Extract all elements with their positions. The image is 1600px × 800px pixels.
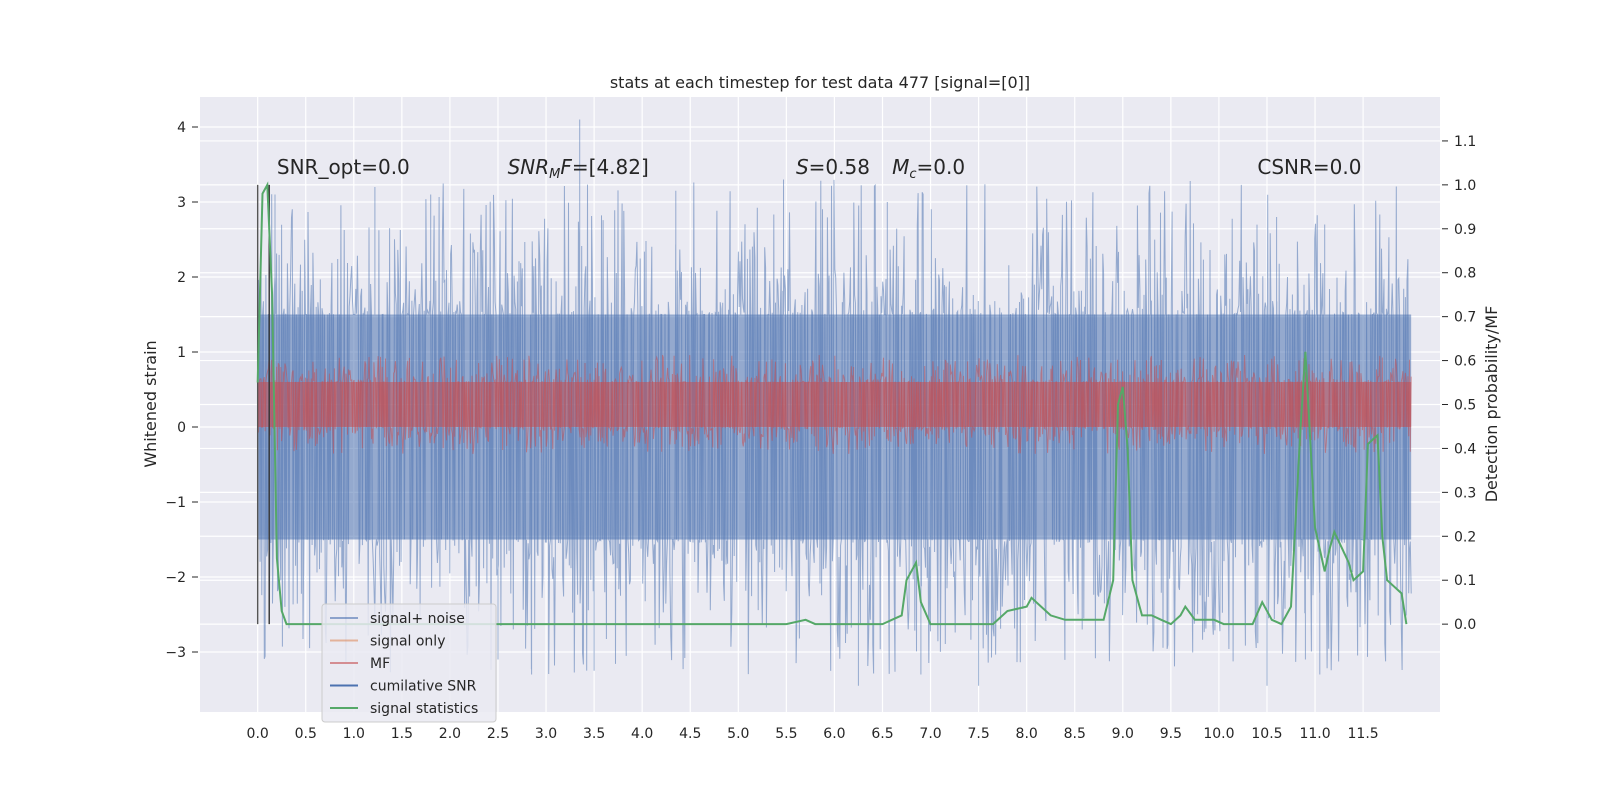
x-tick-label: 11.5 <box>1348 726 1379 742</box>
x-tick-label: 0.5 <box>295 726 317 742</box>
x-tick-label: 4.0 <box>631 726 653 742</box>
annotation-s-val: S=0.58 <box>796 155 870 179</box>
x-tick-label: 2.5 <box>487 726 509 742</box>
annotation-snr-opt: SNR_opt=0.0 <box>277 155 410 179</box>
x-tick-label: 11.0 <box>1299 726 1330 742</box>
y-right-tick-label: 0.9 <box>1454 222 1476 238</box>
annotation-layer: SNR_opt=0.0 SNRMF=[4.82] S=0.58 Mc=0.0 CSNR=… <box>277 155 1362 182</box>
y-tick-label: −1 <box>165 495 186 511</box>
x-tick-label: 9.0 <box>1112 726 1134 742</box>
x-tick-label: 3.5 <box>583 726 605 742</box>
series-line-signal-statistics <box>256 181 1408 626</box>
tick-layer: 0.0 0.5 1.0 1.5 2.0 2.5 3.0 3.5 4.0 4.5 5.0 5.5 6.0 6… <box>165 120 1476 742</box>
y-right-tick-label: 1.1 <box>1454 134 1476 150</box>
x-tick-label: 4.5 <box>679 726 701 742</box>
y-axis-right-label: Detection probability/MF <box>1482 306 1501 503</box>
legend-box <box>321 603 497 723</box>
x-tick-label: 10.5 <box>1251 726 1282 742</box>
y-right-tick-label: 0.0 <box>1454 617 1476 633</box>
y-tick-label: 1 <box>177 345 186 361</box>
x-tick-label: 6.5 <box>871 726 893 742</box>
x-tick-label: 10.0 <box>1203 726 1234 742</box>
y-right-tick-label: 0.7 <box>1454 310 1476 326</box>
x-tick-label: 3.0 <box>535 726 557 742</box>
x-tick-label: 0.0 <box>247 726 269 742</box>
x-tick-label: 2.0 <box>439 726 461 742</box>
y-tick-label: 4 <box>177 120 186 136</box>
x-tick-label: 1.0 <box>343 726 365 742</box>
y-right-tick-label: 1.0 <box>1454 178 1476 194</box>
x-tick-label: 5.0 <box>727 726 749 742</box>
chart-title: stats at each timestep for test data 477… <box>610 73 1030 92</box>
legend-entry: cumilative SNR <box>370 679 477 695</box>
x-tick-label: 1.5 <box>391 726 413 742</box>
series-trace <box>257 354 1412 454</box>
legend: signal+ noise signal only MF cumilative SNR… <box>321 603 497 723</box>
y-right-tick-label: 0.8 <box>1454 266 1476 282</box>
annotation-mc-val: Mc=0.0 <box>892 155 965 182</box>
y-right-tick-label: 0.3 <box>1454 485 1476 501</box>
y-right-tick-label: 0.1 <box>1454 573 1476 589</box>
x-tick-label: 7.5 <box>967 726 989 742</box>
x-tick-label: 7.0 <box>919 726 941 742</box>
y-tick-label: −2 <box>165 570 186 586</box>
y-tick-label: −3 <box>165 645 186 661</box>
y-tick-label: 3 <box>177 195 186 211</box>
annotation-snr-mf: SNRMF=[4.82] <box>508 155 649 182</box>
y-tick-label: 0 <box>177 420 186 436</box>
x-tick-label: 8.5 <box>1064 726 1086 742</box>
x-tick-label: 6.0 <box>823 726 845 742</box>
x-tick-label: 5.5 <box>775 726 797 742</box>
y-axis-label: Whitened strain <box>141 340 160 467</box>
legend-entry: signal+ noise <box>370 611 465 627</box>
y-right-tick-label: 0.2 <box>1454 529 1476 545</box>
x-tick-label: 9.5 <box>1160 726 1182 742</box>
legend-entry: signal only <box>370 634 445 650</box>
annotation-csnr: CSNR=0.0 <box>1257 155 1361 179</box>
y-right-tick-label: 0.6 <box>1454 354 1476 370</box>
x-tick-label: 8.0 <box>1016 726 1038 742</box>
series-layer <box>256 119 1412 686</box>
legend-entry: MF <box>370 656 390 672</box>
y-tick-label: 2 <box>177 270 186 286</box>
y-right-tick-label: 0.4 <box>1454 441 1476 457</box>
legend-entry: signal statistics <box>370 701 478 717</box>
y-right-tick-label: 0.5 <box>1454 398 1476 414</box>
